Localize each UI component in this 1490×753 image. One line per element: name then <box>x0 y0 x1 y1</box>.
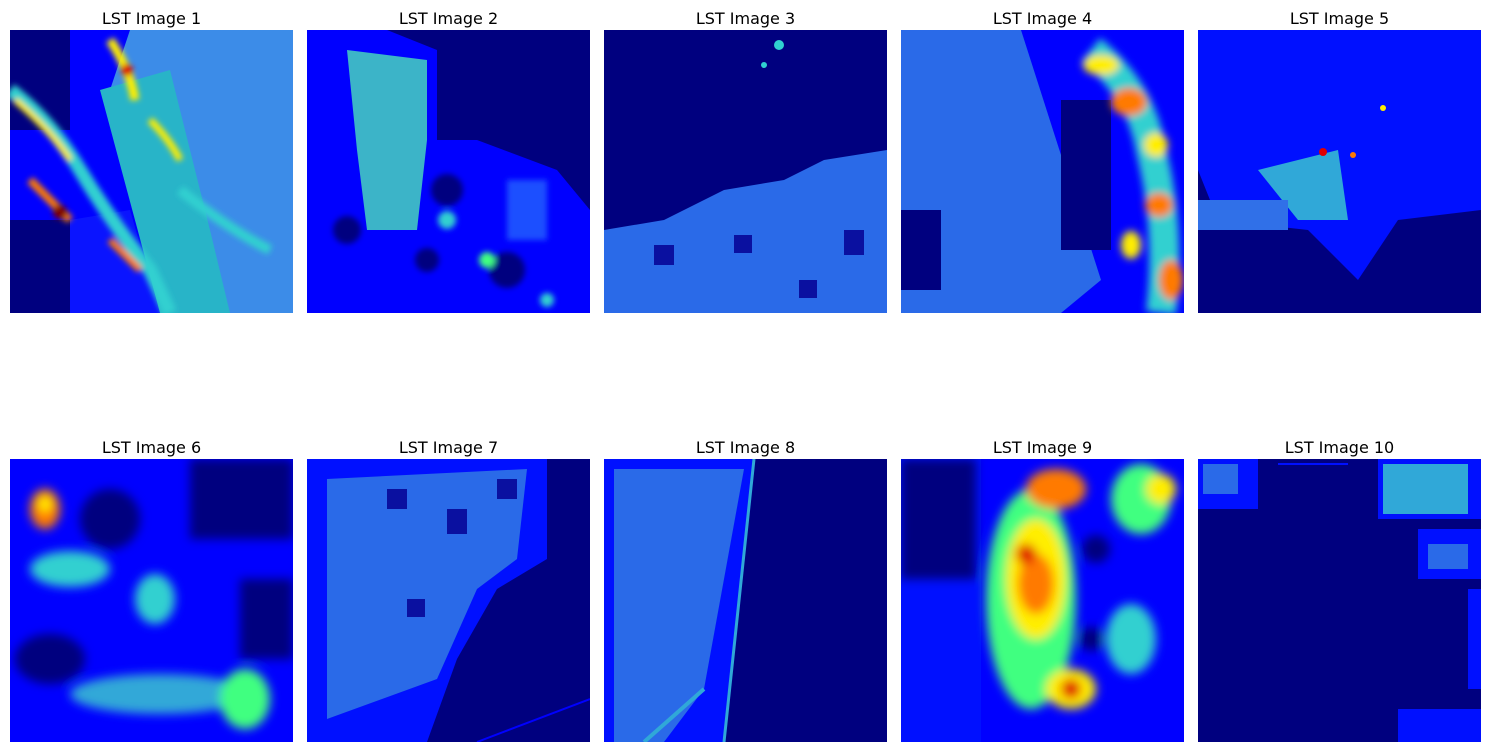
lst-heatmap-image <box>604 30 887 313</box>
lst-heatmap-image <box>10 459 293 742</box>
panel-title: LST Image 9 <box>992 438 1093 457</box>
panel-title: LST Image 10 <box>1284 438 1395 457</box>
panel-title: LST Image 8 <box>695 438 796 457</box>
lst-heatmap-image <box>10 30 293 313</box>
panel-title: LST Image 2 <box>398 9 499 28</box>
lst-heatmap-image <box>307 30 590 313</box>
lst-heatmap-image <box>1198 459 1481 742</box>
lst-heatmap-image <box>1198 30 1481 313</box>
lst-heatmap-image <box>307 459 590 742</box>
lst-heatmap-image <box>604 459 887 742</box>
lst-heatmap-image <box>901 459 1184 742</box>
lst-heatmap-image <box>901 30 1184 313</box>
panel-title: LST Image 3 <box>695 9 796 28</box>
panel-title: LST Image 5 <box>1289 9 1390 28</box>
panel-title: LST Image 7 <box>398 438 499 457</box>
panel-title: LST Image 1 <box>101 9 202 28</box>
panel-title: LST Image 6 <box>101 438 202 457</box>
panel-title: LST Image 4 <box>992 9 1093 28</box>
